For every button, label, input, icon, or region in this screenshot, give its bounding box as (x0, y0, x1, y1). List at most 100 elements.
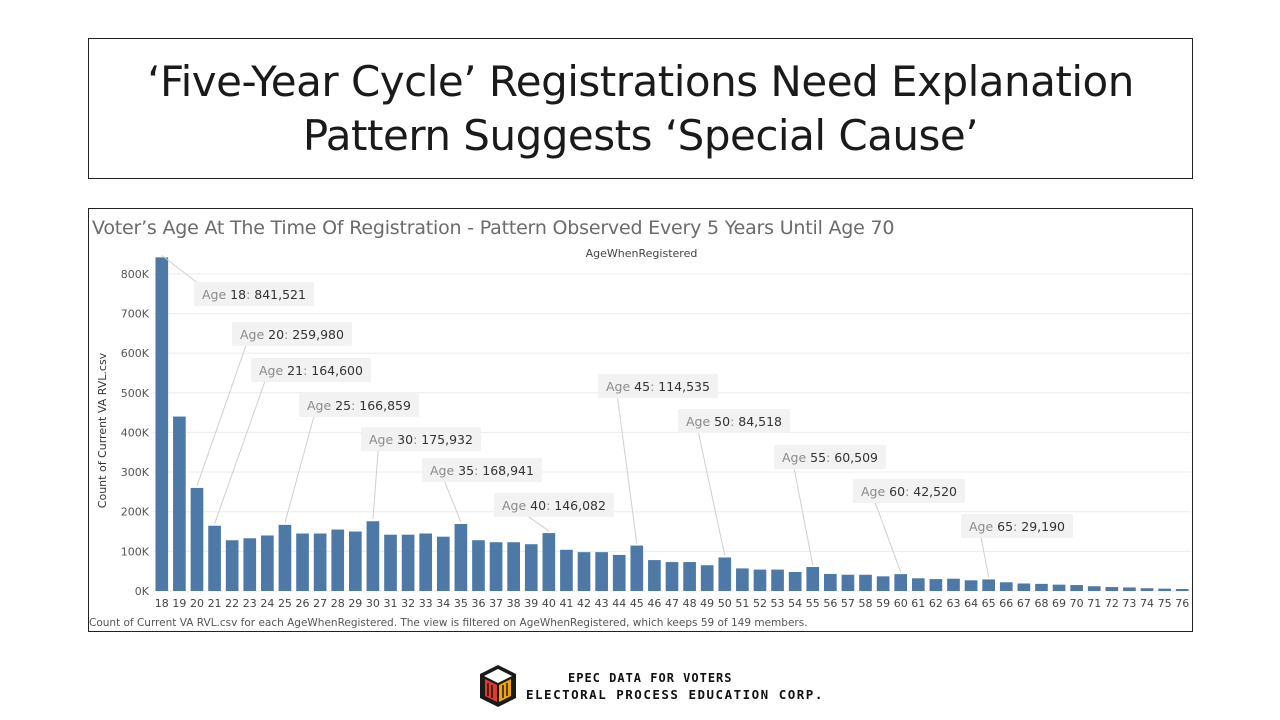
x-tick-label: 34 (436, 597, 450, 610)
x-tick-label: 55 (806, 597, 820, 610)
x-tick-label: 48 (683, 597, 697, 610)
bar-age-68 (1035, 583, 1048, 591)
annotation-box-age-18 (194, 282, 314, 306)
bar-age-50 (718, 557, 732, 591)
bar-age-19 (173, 416, 186, 591)
x-tick-label: 21 (208, 597, 222, 610)
x-tick-label: 33 (419, 597, 433, 610)
bar-age-22 (225, 540, 239, 591)
annotation-box-age-45 (598, 374, 718, 398)
annotation-label-age-40: Age 40: 146,082 (502, 498, 606, 513)
x-tick-label: 20 (190, 597, 204, 610)
x-tick-label: 63 (946, 597, 960, 610)
bar-age-38 (507, 542, 520, 591)
annotation-connector (372, 438, 380, 520)
x-tick-label: 52 (753, 597, 767, 610)
annotation-connector (214, 369, 270, 524)
bar-age-49 (700, 565, 714, 591)
y-tick-label: 500K (121, 387, 150, 400)
annotation-box-age-25 (299, 393, 419, 417)
chart-caption: Count of Current VA RVL.csv for each Age… (89, 617, 808, 629)
bar-age-40 (542, 533, 556, 591)
bar-age-73 (1123, 587, 1136, 591)
x-tick-label: 67 (1017, 597, 1031, 610)
bar-age-72 (1105, 587, 1119, 591)
y-tick-label: 100K (121, 545, 150, 558)
y-axis-title: Count of Current VA RVL.csv (96, 352, 109, 508)
bar-age-59 (876, 576, 890, 591)
x-tick-label: 76 (1175, 597, 1189, 610)
x-tick-label: 23 (243, 597, 257, 610)
bar-age-55 (806, 567, 820, 591)
bar-age-34 (436, 536, 450, 591)
x-tick-label: 66 (999, 597, 1013, 610)
bar-age-54 (788, 571, 802, 591)
annotation-box-age-20 (232, 322, 352, 346)
y-tick-label: 300K (121, 466, 150, 479)
annotation-connector (791, 456, 814, 566)
x-tick-label: 60 (894, 597, 908, 610)
y-tick-label: 0K (135, 585, 150, 598)
x-tick-label: 36 (471, 597, 485, 610)
annotation-box-age-65 (961, 514, 1073, 538)
slide-title-box: ‘Five-Year Cycle’ Registrations Need Exp… (88, 38, 1193, 179)
x-tick-label: 57 (841, 597, 855, 610)
bar-age-25 (278, 524, 292, 591)
annotation-label-age-45: Age 45: 114,535 (606, 379, 710, 394)
x-tick-label: 58 (859, 597, 873, 610)
x-tick-label: 42 (577, 597, 591, 610)
slide-title-line-1: ‘Five-Year Cycle’ Registrations Need Exp… (147, 56, 1134, 106)
x-tick-label: 22 (225, 597, 239, 610)
x-tick-label: 27 (313, 597, 327, 610)
bar-age-69 (1052, 584, 1066, 591)
bar-age-23 (243, 538, 257, 591)
x-tick-label: 65 (982, 597, 996, 610)
y-tick-label: 700K (121, 307, 150, 320)
bar-age-64 (964, 580, 978, 591)
x-tick-label: 45 (630, 597, 644, 610)
x-tick-label: 35 (454, 597, 468, 610)
x-tick-label: 44 (612, 597, 626, 610)
bar-age-32 (401, 534, 415, 591)
bar-age-48 (683, 562, 696, 591)
y-tick-label: 600K (121, 347, 150, 360)
bar-age-37 (489, 542, 503, 591)
x-tick-label: 74 (1140, 597, 1154, 610)
x-tick-label: 31 (384, 597, 398, 610)
bar-age-75 (1158, 588, 1171, 591)
ballot-box-icon (480, 665, 516, 707)
column-header: AgeWhenRegistered (585, 247, 698, 260)
x-tick-label: 29 (348, 597, 362, 610)
bar-age-29 (348, 531, 362, 591)
x-tick-label: 19 (172, 597, 186, 610)
bar-age-46 (648, 560, 661, 591)
bar-age-42 (577, 552, 591, 591)
annotation-label-age-18: Age 18: 841,521 (202, 287, 306, 302)
bar-chart: 0K 100K 200K 300K 400K 500K 600K 700K 800K Count … (96, 254, 1191, 610)
x-tick-label: 54 (788, 597, 802, 610)
bar-age-62 (929, 579, 943, 591)
bar-age-66 (999, 582, 1013, 591)
y-tick-label: 400K (121, 426, 150, 439)
x-tick-label: 37 (489, 597, 503, 610)
x-tick-label: 70 (1070, 597, 1084, 610)
x-tick-label: 50 (718, 597, 732, 610)
x-tick-label: 75 (1158, 597, 1172, 610)
annotation-label-age-25: Age 25: 166,859 (307, 398, 411, 413)
x-tick-label: 41 (559, 597, 573, 610)
bar-age-35 (454, 524, 468, 591)
annotation-label-age-50: Age 50: 84,518 (686, 414, 782, 429)
bar-age-24 (261, 535, 274, 591)
annotation-box-age-60 (853, 479, 965, 503)
x-tick-label: 32 (401, 597, 415, 610)
annotation-box-age-30 (361, 427, 481, 451)
bar-age-61 (911, 578, 925, 591)
x-tick-label: 51 (735, 597, 749, 610)
x-tick-label: 18 (155, 597, 169, 610)
annotation-label-age-65: Age 65: 29,190 (969, 519, 1065, 534)
x-tick-label: 71 (1087, 597, 1101, 610)
bar-age-36 (472, 540, 485, 591)
x-tick-label: 39 (524, 597, 538, 610)
bar-age-70 (1070, 585, 1083, 591)
x-tick-label: 64 (964, 597, 978, 610)
